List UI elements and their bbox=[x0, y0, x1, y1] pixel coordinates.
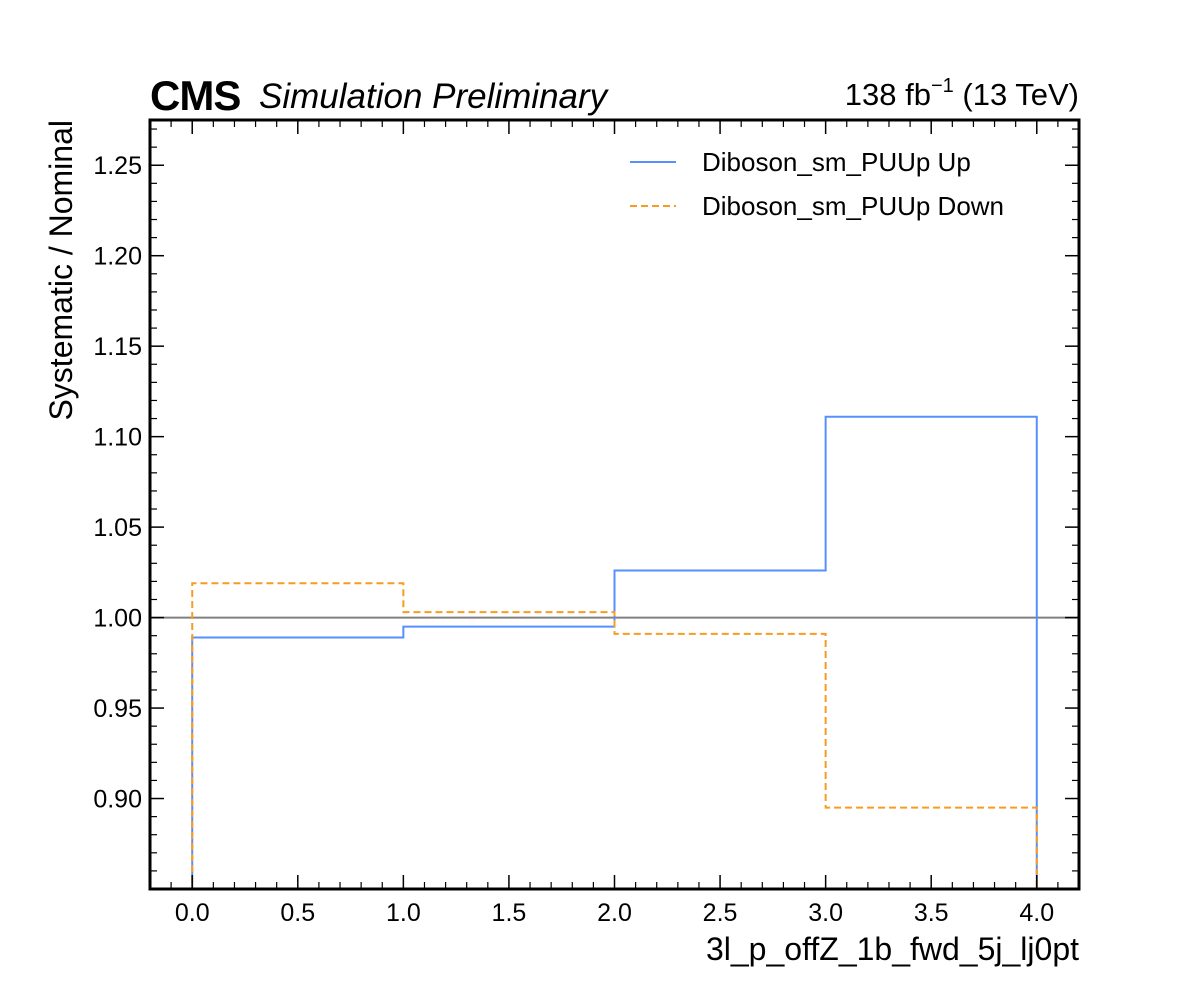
x-tick-label: 1.0 bbox=[386, 899, 421, 927]
axis-ticks: 0.0 0.5 1.0 1.5 2.0 2.5 3.0 3.5 4.0 0.90 0.95 1.00 1… bbox=[93, 120, 1079, 927]
y-tick-label: 1.15 bbox=[93, 333, 142, 361]
y-tick-label: 1.05 bbox=[93, 514, 142, 542]
series-line-1 bbox=[191, 415, 1038, 889]
y-tick-label: 1.20 bbox=[93, 243, 142, 271]
x-tick-label: 2.5 bbox=[703, 899, 738, 927]
legend-label-2: Diboson_sm_PUUp Down bbox=[702, 191, 1004, 221]
x-tick-label: 2.0 bbox=[597, 899, 632, 927]
extra-label: Simulation Preliminary bbox=[259, 77, 610, 116]
experiment-label: CMS bbox=[150, 72, 240, 119]
lumi-label: 138 fb−1 (13 TeV) bbox=[845, 75, 1079, 112]
x-tick-label: 3.5 bbox=[914, 899, 949, 927]
y-tick-label: 1.25 bbox=[93, 152, 142, 180]
lumi-suffix: (13 TeV) bbox=[954, 77, 1079, 112]
series-line-2 bbox=[191, 582, 1038, 889]
y-tick-label: 0.95 bbox=[93, 695, 142, 723]
y-tick-label: 1.00 bbox=[93, 605, 142, 633]
x-tick-label: 0.0 bbox=[175, 899, 210, 927]
lumi-exponent: −1 bbox=[931, 75, 954, 97]
x-tick-label: 3.0 bbox=[808, 899, 843, 927]
y-tick-label: 1.10 bbox=[93, 424, 142, 452]
y-axis-label: Systematic / Nominal bbox=[43, 120, 79, 421]
plot-area bbox=[148, 118, 1081, 891]
legend: Diboson_sm_PUUp Up Diboson_sm_PUUp Down bbox=[630, 147, 1004, 221]
lumi-prefix: 138 fb bbox=[845, 77, 931, 112]
x-tick-label: 4.0 bbox=[1019, 899, 1054, 927]
y-tick-label: 0.90 bbox=[93, 786, 142, 814]
legend-label-1: Diboson_sm_PUUp Up bbox=[702, 147, 971, 177]
x-axis-label: 3l_p_offZ_1b_fwd_5j_lj0pt bbox=[706, 931, 1079, 967]
plot-frame bbox=[148, 118, 1081, 891]
plot-series-group bbox=[150, 415, 1079, 889]
x-tick-label: 1.5 bbox=[492, 899, 527, 927]
x-tick-label: 0.5 bbox=[280, 899, 315, 927]
